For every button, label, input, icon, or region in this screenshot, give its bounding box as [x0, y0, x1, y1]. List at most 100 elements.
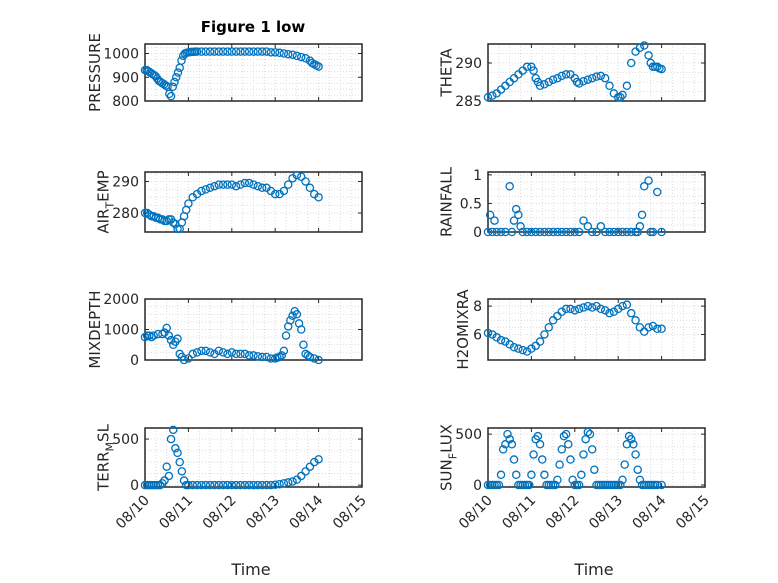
- data-point: [635, 43, 645, 53]
- data-point: [574, 227, 584, 237]
- y-tick-label: 1: [473, 168, 482, 184]
- data-point: [197, 186, 206, 196]
- data-point: [557, 227, 567, 237]
- data-point: [288, 50, 297, 59]
- data-point: [590, 465, 599, 474]
- data-point: [618, 475, 627, 485]
- data-point: [173, 68, 183, 77]
- data-point: [305, 183, 315, 193]
- axes-box: [487, 427, 706, 488]
- data-point: [281, 331, 291, 340]
- data-point: [244, 178, 254, 188]
- y-tick-label: 0: [130, 478, 139, 494]
- data-point: [622, 81, 632, 91]
- data-point: [622, 227, 632, 237]
- data-point: [544, 77, 554, 87]
- data-point: [184, 199, 193, 208]
- data-point: [275, 479, 284, 489]
- subplot-rainfall: 0 0.5 1 RAINFALL: [437, 166, 706, 241]
- data-point: [205, 47, 215, 56]
- data-point: [583, 222, 593, 231]
- data-point: [637, 210, 647, 220]
- data-point: [639, 182, 649, 191]
- data-point: [201, 47, 211, 56]
- subplot-terr: 08/10 08/11 08/12 08/13 08/14 08/15 0 500TERRMS…: [94, 423, 369, 532]
- data-point: [583, 301, 593, 311]
- data-point: [503, 429, 512, 439]
- data-point: [201, 185, 211, 194]
- data-point: [310, 457, 319, 467]
- data-point: [288, 477, 297, 486]
- data-point: [483, 92, 493, 102]
- x-tick-label: 08/14: [287, 492, 327, 532]
- data-point: [587, 445, 597, 454]
- data-point: [544, 323, 554, 332]
- axes-box: [487, 43, 706, 102]
- data-point: [153, 213, 163, 223]
- data-point: [279, 186, 289, 196]
- data-point: [184, 354, 193, 363]
- data-point: [188, 349, 197, 359]
- data-point: [533, 431, 543, 441]
- data-point: [240, 480, 250, 490]
- data-point: [227, 180, 237, 189]
- data-point: [249, 480, 258, 490]
- data-point: [639, 327, 649, 336]
- data-point: [622, 440, 632, 449]
- data-point: [257, 480, 267, 490]
- data-point: [214, 480, 224, 490]
- data-point: [509, 455, 519, 464]
- data-point: [553, 73, 562, 83]
- data-point: [605, 308, 614, 318]
- data-point: [296, 172, 306, 181]
- data-point: [279, 346, 289, 356]
- data-point: [653, 62, 662, 72]
- data-point: [535, 227, 545, 237]
- data-point: [507, 227, 517, 237]
- data-point: [283, 180, 293, 189]
- data-point: [633, 465, 642, 474]
- data-point: [270, 480, 280, 489]
- figure-title: Figure 1 low: [201, 18, 306, 36]
- data-point: [648, 227, 658, 237]
- data-point: [557, 445, 567, 454]
- data-point: [266, 48, 276, 57]
- data-point: [635, 475, 645, 485]
- x-tick-label: 08/15: [673, 493, 713, 533]
- x-tick-label: 08/15: [330, 493, 370, 533]
- data-point: [644, 323, 653, 332]
- data-point: [283, 49, 293, 59]
- y-tick-label: 1000: [103, 47, 139, 63]
- data-point: [616, 480, 625, 490]
- data-point: [244, 47, 254, 56]
- data-point: [553, 311, 562, 321]
- data-point: [566, 455, 575, 464]
- data-point: [524, 480, 534, 490]
- data-point: [574, 304, 584, 314]
- data-point: [170, 77, 179, 87]
- data-point: [592, 227, 601, 237]
- y-axis-label: AIRTEMP: [94, 170, 116, 233]
- data-point: [205, 183, 215, 193]
- data-point: [501, 440, 510, 449]
- data-point: [314, 193, 323, 202]
- y-tick-label: 6: [473, 327, 482, 343]
- data-point: [179, 476, 189, 485]
- data-point: [561, 429, 571, 439]
- data-point: [249, 180, 258, 189]
- data-point: [205, 480, 215, 490]
- data-point: [197, 47, 206, 56]
- data-point: [257, 47, 267, 56]
- data-point: [501, 337, 510, 346]
- x-tick-label: 08/12: [543, 493, 583, 533]
- data-point: [177, 56, 186, 65]
- data-point: [492, 227, 501, 237]
- data-point: [613, 227, 623, 237]
- data-point: [577, 470, 586, 480]
- data-point: [587, 303, 597, 312]
- data-point: [579, 216, 588, 225]
- data-point: [566, 227, 575, 237]
- data-point: [279, 49, 289, 58]
- data-point: [587, 73, 597, 83]
